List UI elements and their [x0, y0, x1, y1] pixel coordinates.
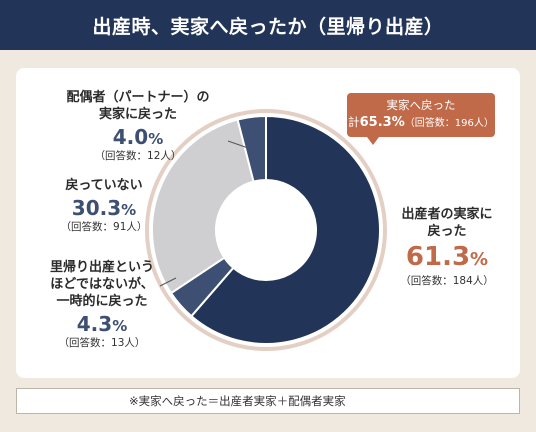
footnote: ※実家へ戻った＝出産者実家＋配偶者実家 — [16, 388, 520, 414]
slice-name: 戻っていない — [65, 178, 143, 193]
slice-count: （回答数：184人） — [400, 274, 494, 287]
leader-line-temporary-return — [159, 277, 177, 287]
slice-label-own-parents: 出産者の実家に 戻った 61.3% （回答数：184人） — [388, 207, 506, 288]
slice-partner-parents — [236, 114, 267, 183]
slice-name: 戻った — [427, 223, 467, 239]
slice-name: 里帰り出産という — [49, 260, 154, 275]
page-title: 出産時、実家へ戻ったか（里帰り出産） — [0, 0, 536, 50]
slice-name: 一時的に戻った — [56, 293, 148, 309]
slice-label-partner-parents: 配偶者（パートナー）の 実家に戻った 4.0% （回答数：12人） — [62, 90, 214, 163]
callout-label: 実家へ戻った — [386, 98, 456, 112]
slice-name: 実家に戻った — [98, 106, 177, 122]
slice-count: （回答数：13人） — [58, 336, 146, 349]
slice-own-parents — [189, 114, 381, 345]
slice-name: ほどではないが、 — [50, 276, 154, 292]
slice-label-not-returned: 戻っていない 30.3% （回答数：91人） — [48, 178, 160, 235]
slice-count: （回答数：91人） — [60, 220, 148, 233]
slice-not-returned — [151, 118, 255, 295]
callout-total: 計65.3%（回答数：196人） — [348, 114, 494, 130]
slice-label-temporary-return: 里帰り出産という ほどではないが、 一時的に戻った 4.3% （回答数：13人） — [40, 260, 164, 350]
leader-line-partner-parents — [227, 140, 249, 149]
donut-outer-ring — [145, 109, 387, 351]
slice-count: （回答数：12人） — [94, 149, 182, 162]
callout-pointer — [367, 137, 379, 145]
slice-percent: 4.0% — [112, 124, 164, 149]
slice-percent: 30.3% — [71, 195, 137, 220]
slice-percent: 61.3% — [405, 241, 489, 272]
slice-name: 配偶者（パートナー）の — [66, 90, 210, 105]
slice-name: 出産者の実家に — [401, 207, 493, 222]
total-returned-callout: 実家へ戻った 計65.3%（回答数：196人） — [347, 93, 495, 145]
slice-percent: 4.3% — [76, 311, 128, 336]
